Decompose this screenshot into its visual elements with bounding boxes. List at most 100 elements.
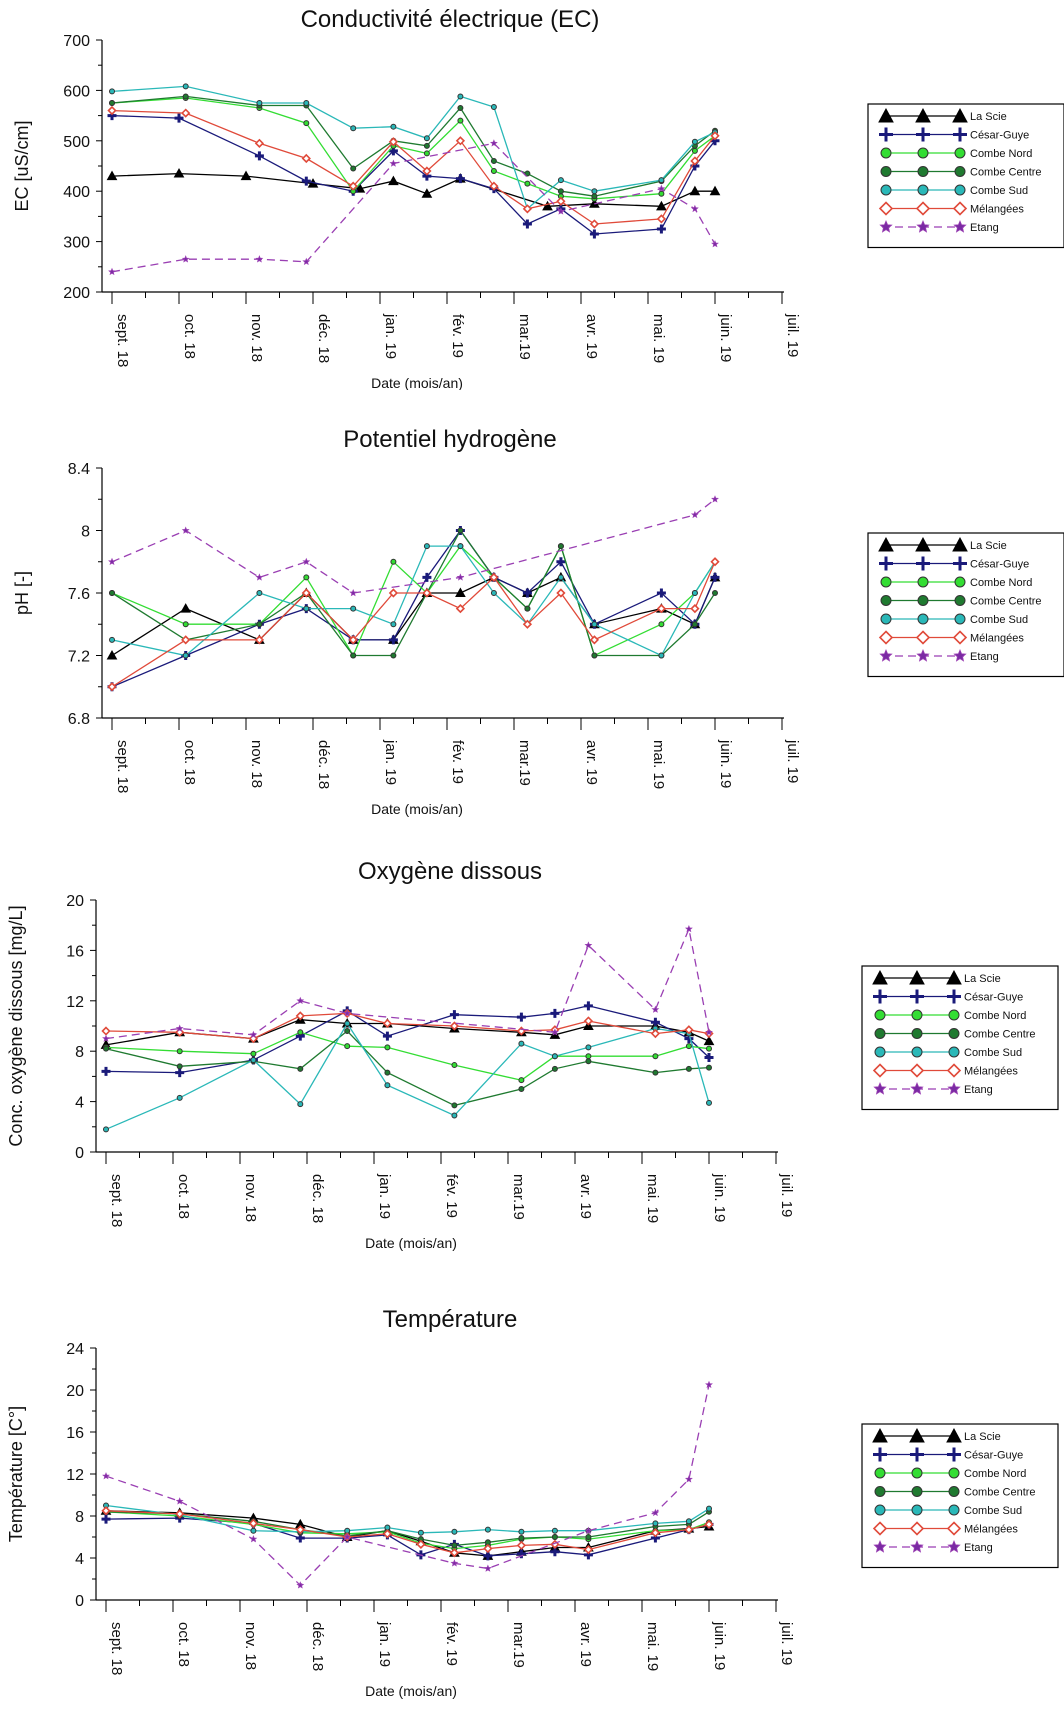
x-axis-label: Date (mois/an) xyxy=(365,1683,457,1699)
series-combe-centre xyxy=(109,93,718,200)
data-point xyxy=(591,621,598,628)
legend-marker xyxy=(917,147,929,159)
data-point xyxy=(350,652,357,659)
data-point xyxy=(489,181,499,191)
x-tick-label: nov. 18 xyxy=(242,1622,259,1670)
y-tick-label: 8 xyxy=(75,1509,84,1526)
y-tick-label: 0 xyxy=(75,1145,84,1162)
data-point xyxy=(691,204,699,213)
legend-marker xyxy=(874,1467,886,1479)
legend-marker xyxy=(954,147,966,159)
data-point xyxy=(684,1025,694,1035)
x-tick-label: déc. 18 xyxy=(309,1174,326,1223)
data-point xyxy=(518,1077,525,1084)
data-point xyxy=(589,219,600,229)
legend-box xyxy=(861,965,1059,1111)
legend-label: Mélangées xyxy=(970,204,1024,216)
data-point xyxy=(451,1102,458,1109)
data-point xyxy=(109,88,115,95)
legend-marker xyxy=(954,184,966,196)
data-point xyxy=(457,105,464,112)
temperature-chart: 0 4 8 12 16 20 24 Température [C°] sept. 18 oct. … xyxy=(6,1341,1059,1699)
data-point xyxy=(182,93,189,100)
legend-marker xyxy=(946,1427,962,1443)
series-line xyxy=(111,529,716,688)
data-point xyxy=(457,93,464,100)
legend-marker xyxy=(910,989,924,1004)
data-point xyxy=(250,1050,257,1057)
legend-marker xyxy=(954,595,966,606)
legend-marker xyxy=(953,648,967,662)
data-point xyxy=(423,142,430,149)
data-point xyxy=(490,157,497,164)
chart-title: Conductivité électrique (EC) xyxy=(300,6,600,33)
data-point xyxy=(709,185,721,196)
ph-chart: 6.8 7.2 7.6 8 8.4 pH [-] sept. 18 oct. 18 nov. 1… xyxy=(12,461,1064,817)
legend-marker xyxy=(878,107,894,123)
data-point xyxy=(518,1086,525,1092)
data-point xyxy=(551,1534,558,1540)
series-line xyxy=(111,576,716,657)
legend-marker xyxy=(952,630,968,645)
series-line xyxy=(111,95,716,197)
legend-marker xyxy=(946,969,962,985)
data-point xyxy=(296,996,305,1004)
data-point xyxy=(689,185,701,196)
y-tick-label: 12 xyxy=(66,994,84,1011)
legend-marker xyxy=(911,1467,923,1479)
data-point xyxy=(303,100,310,106)
legend-marker xyxy=(874,1486,886,1497)
series-line xyxy=(105,1384,710,1587)
data-point xyxy=(303,120,310,127)
data-point xyxy=(583,1001,593,1011)
legend-marker xyxy=(872,1063,888,1078)
legend-label: Combe Centre xyxy=(970,596,1042,608)
data-point xyxy=(455,136,466,146)
chart-panel-temperature: Température 0 4 8 12 16 20 24 Température [C°] s… xyxy=(0,1300,1064,1720)
legend-marker xyxy=(874,1504,886,1516)
y-tick-label: 300 xyxy=(63,235,90,252)
data-point xyxy=(348,635,358,645)
data-point xyxy=(658,621,665,628)
data-point xyxy=(656,200,667,211)
data-point xyxy=(390,558,397,565)
data-point xyxy=(302,257,311,266)
data-point xyxy=(685,1518,692,1525)
data-point xyxy=(256,621,263,628)
data-point xyxy=(101,1514,111,1524)
data-point xyxy=(384,1082,391,1089)
data-point xyxy=(423,135,430,142)
data-point xyxy=(350,165,357,172)
legend-label: La Scie xyxy=(964,973,1001,985)
legend-marker xyxy=(910,1539,924,1553)
legend-marker xyxy=(948,1486,960,1497)
data-point xyxy=(656,603,667,614)
x-tick-label: avr. 19 xyxy=(583,314,600,359)
y-tick-label: 16 xyxy=(66,943,84,960)
legend-marker xyxy=(947,1447,961,1462)
legend-label: Combe Sud xyxy=(970,185,1028,197)
y-tick-label: 24 xyxy=(66,1341,84,1358)
data-point xyxy=(449,1548,460,1558)
data-point xyxy=(250,1057,257,1064)
data-point xyxy=(254,635,265,645)
legend: La Scie César-Guye Combe Nord Combe Centre C… xyxy=(861,965,1059,1111)
data-point xyxy=(516,1012,526,1022)
y-tick-label: 6.8 xyxy=(68,711,90,728)
data-point xyxy=(109,100,115,106)
data-point xyxy=(256,590,263,596)
legend-marker xyxy=(873,1539,887,1553)
legend-marker xyxy=(880,147,892,159)
y-tick-label: 12 xyxy=(66,1467,84,1484)
data-point xyxy=(490,590,497,596)
legend-marker xyxy=(878,201,894,216)
series-combe-sud xyxy=(103,1020,712,1133)
data-point xyxy=(457,117,464,124)
x-tick-label: mai. 19 xyxy=(644,1622,661,1671)
data-point xyxy=(176,1048,183,1055)
data-point xyxy=(489,139,498,147)
data-point xyxy=(585,1534,592,1540)
x-tick-label: mar.19 xyxy=(510,1174,527,1220)
data-point xyxy=(650,1028,661,1039)
data-point xyxy=(108,267,116,276)
